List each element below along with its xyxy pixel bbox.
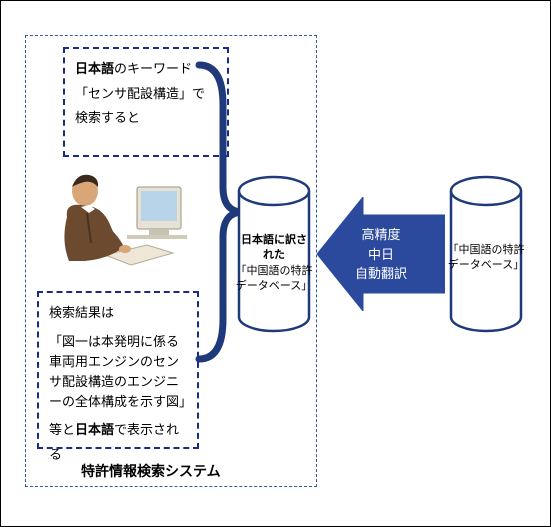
label-line: 日本語に訳さ (235, 233, 313, 248)
source-db-cylinder: 「中国語の特許 データベース」 (447, 175, 525, 333)
bold-text: 日本語 (75, 422, 114, 437)
arrow-label: 高精度 中日 自動翻訳 (325, 225, 437, 284)
result-box: 検索結果は 「図一は本発明に係る車両用エンジンのセンサ配設構造のエンジニーの全体… (37, 291, 199, 449)
text: 等と (49, 422, 75, 437)
text: のキーワード (114, 61, 192, 76)
arrow-line: 自動翻訳 (325, 264, 437, 284)
arrow-line: 高精度 (325, 225, 437, 245)
label-line: データベース」 (235, 279, 313, 294)
translated-db-cylinder: 日本語に訳さ れた 「中国語の特許 データベース」 (235, 175, 313, 333)
label-line: 「中国語の特許 (235, 264, 313, 279)
arrow-line: 中日 (325, 245, 437, 265)
translation-arrow: 高精度 中日 自動翻訳 (317, 197, 445, 311)
label-line: れた (235, 248, 313, 263)
user-avatar (49, 169, 189, 279)
label-line: 「中国語の特許 (447, 243, 525, 258)
result-line: 検索結果は (49, 301, 187, 326)
bold-text: 日本語 (75, 61, 114, 76)
cylinder-label: 「中国語の特許 データベース」 (447, 243, 525, 274)
cylinder-label: 日本語に訳さ れた 「中国語の特許 データベース」 (235, 233, 313, 295)
system-title: 特許情報検索システム (81, 461, 221, 481)
label-line: データベース」 (447, 258, 525, 273)
result-line: 「図一は本発明に係る車両用エンジンのセンサ配設構造のエンジニーの全体構成を示す図… (49, 332, 187, 413)
